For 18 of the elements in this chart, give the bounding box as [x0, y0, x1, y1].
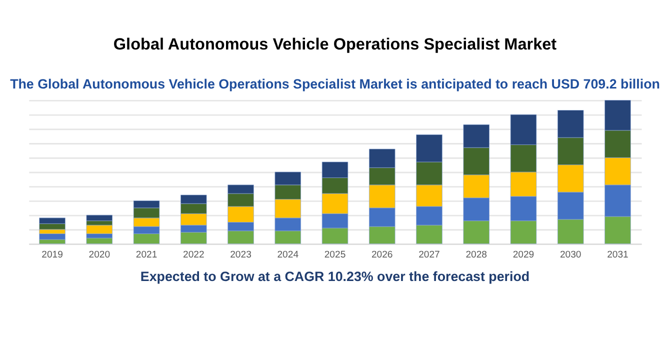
- x-tick-label: 2022: [182, 250, 204, 261]
- chart-title: Global Autonomous Vehicle Operations Specialist Market: [113, 35, 558, 54]
- x-tick-label: 2028: [466, 250, 488, 261]
- x-tick-label: 2026: [371, 250, 393, 261]
- x-tick-label: 2020: [88, 250, 110, 261]
- x-tick-label: 2030: [560, 250, 582, 261]
- text: Expected to Grow at a CAGR 10.23% over the forecast period: [140, 269, 530, 284]
- x-tick-label: 2021: [136, 250, 158, 261]
- x-tick-label: 2031: [607, 250, 628, 261]
- x-tick-label: 2019: [42, 250, 63, 261]
- x-tick-label: 2025: [324, 250, 346, 261]
- x-tick-label: 2027: [418, 250, 440, 261]
- chart-subtitle: The Global Autonomous Vehicle Operations Specialist Market is anticipated to reach USD 709.2 billion: [10, 76, 660, 92]
- bar: [39, 234, 66, 240]
- x-tick-label: 2029: [512, 250, 534, 261]
- bar: [86, 238, 113, 244]
- x-tick-label: 2024: [277, 250, 300, 261]
- x-tick-label: 2023: [230, 250, 252, 261]
